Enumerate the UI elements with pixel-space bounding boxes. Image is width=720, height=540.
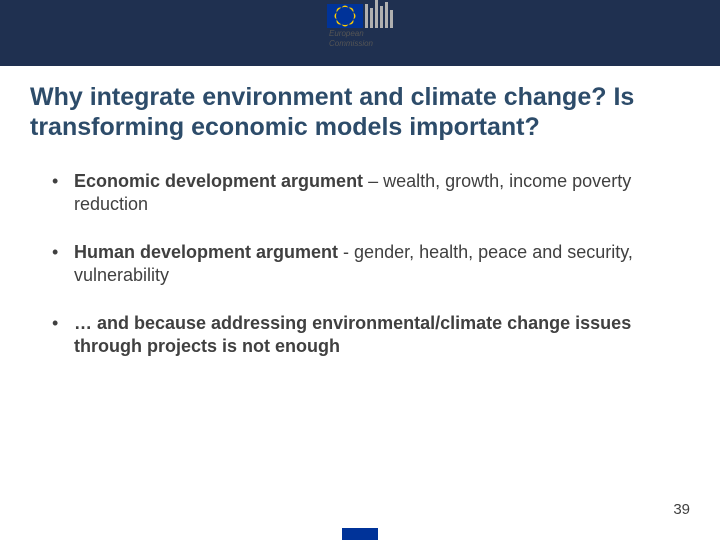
list-item: Economic development argument – wealth, … <box>52 170 690 217</box>
bullet-list: Economic development argument – wealth, … <box>30 170 690 358</box>
bullet-bold: Economic development argument <box>74 171 363 191</box>
logo-text-line1: European <box>327 30 393 38</box>
footer-flag-icon <box>342 528 378 540</box>
slide-title: Why integrate environment and climate ch… <box>30 82 690 142</box>
slide-content: Why integrate environment and climate ch… <box>0 66 720 358</box>
list-item: Human development argument - gender, hea… <box>52 241 690 288</box>
list-item: … and because addressing environmental/c… <box>52 312 690 359</box>
bullet-bold: … and because addressing environmental/c… <box>74 313 631 356</box>
pillars-icon <box>365 0 393 28</box>
eu-flag-icon <box>327 4 363 28</box>
logo-text-line2: Commission <box>327 40 393 48</box>
bullet-bold: Human development argument <box>74 242 338 262</box>
european-commission-logo: European Commission <box>327 0 393 48</box>
page-number: 39 <box>673 501 690 518</box>
